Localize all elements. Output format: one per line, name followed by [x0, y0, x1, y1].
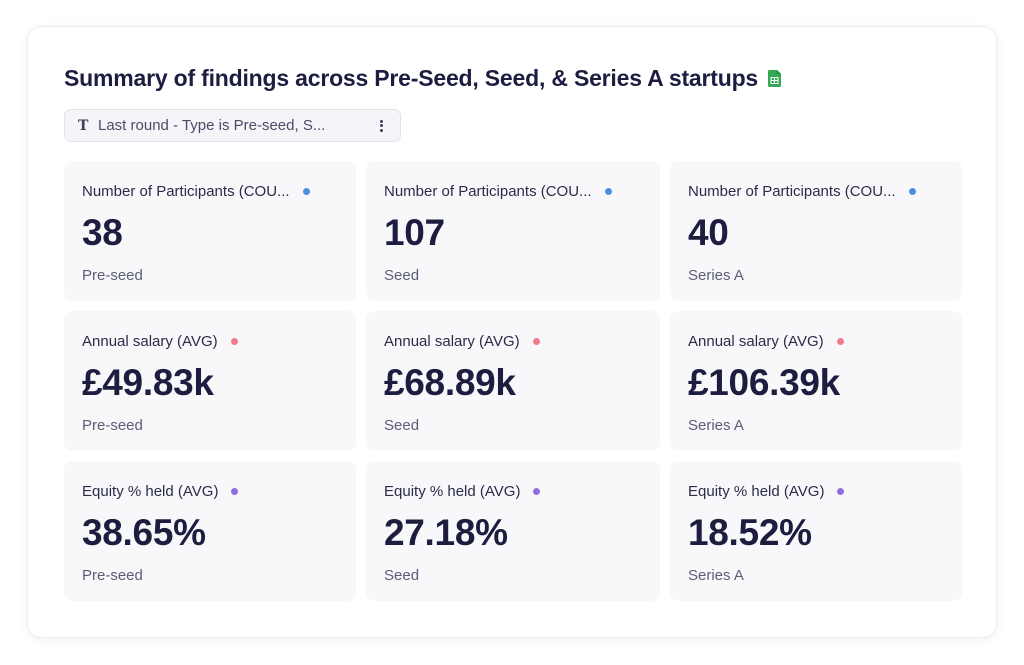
series-dot	[533, 487, 541, 495]
page-title: Summary of findings across Pre-Seed, See…	[64, 65, 759, 91]
filter-label: Last round - Type is Pre-seed, S...	[98, 117, 326, 134]
metric-card[interactable]: Annual salary (AVG) £106.39k Series A	[670, 311, 962, 451]
metric-segment: Pre-seed	[82, 417, 143, 434]
text-type-icon: T	[78, 117, 89, 134]
title-row: Summary of findings across Pre-Seed, See…	[64, 65, 782, 92]
metric-label: Annual salary (AVG)	[82, 332, 218, 350]
metric-card[interactable]: Annual salary (AVG) £49.83k Pre-seed	[64, 311, 356, 451]
summary-card: Summary of findings across Pre-Seed, See…	[27, 26, 997, 638]
kebab-menu-icon[interactable]	[374, 118, 388, 134]
series-dot	[231, 487, 239, 495]
metric-card[interactable]: Number of Participants (COU... 107 Seed	[366, 161, 660, 301]
filter-chip[interactable]: T Last round - Type is Pre-seed, S...	[64, 109, 401, 142]
metric-segment: Seed	[384, 417, 420, 434]
metric-label: Annual salary (AVG)	[688, 332, 824, 350]
metric-segment: Series A	[688, 417, 744, 434]
metric-value: 38	[82, 212, 123, 253]
metric-value: 18.52%	[688, 512, 812, 553]
series-dot	[837, 487, 845, 495]
metric-label: Equity % held (AVG)	[82, 482, 219, 500]
series-dot	[302, 187, 310, 195]
metric-value: £68.89k	[384, 362, 516, 403]
metric-card[interactable]: Equity % held (AVG) 18.52% Series A	[670, 461, 962, 601]
series-dot	[908, 187, 916, 195]
metric-value: 27.18%	[384, 512, 508, 553]
metric-value: £106.39k	[688, 362, 840, 403]
metric-segment: Seed	[384, 267, 420, 284]
metric-label: Number of Participants (COU...	[384, 182, 592, 200]
metric-value: £49.83k	[82, 362, 214, 403]
google-sheets-icon[interactable]	[768, 70, 782, 87]
metric-segment: Pre-seed	[82, 267, 143, 284]
metric-card[interactable]: Number of Participants (COU... 38 Pre-se…	[64, 161, 356, 301]
series-dot	[532, 337, 540, 345]
metric-segment: Series A	[688, 567, 744, 584]
metric-value: 40	[688, 212, 729, 253]
metric-label: Annual salary (AVG)	[384, 332, 520, 350]
series-dot	[836, 337, 844, 345]
metric-card[interactable]: Number of Participants (COU... 40 Series…	[670, 161, 962, 301]
metric-segment: Pre-seed	[82, 567, 143, 584]
metric-card[interactable]: Equity % held (AVG) 38.65% Pre-seed	[64, 461, 356, 601]
metric-card[interactable]: Equity % held (AVG) 27.18% Seed	[366, 461, 660, 601]
metric-label: Number of Participants (COU...	[82, 182, 290, 200]
metric-value: 38.65%	[82, 512, 206, 553]
metric-segment: Series A	[688, 267, 744, 284]
metric-label: Equity % held (AVG)	[688, 482, 825, 500]
series-dot	[604, 187, 612, 195]
metric-segment: Seed	[384, 567, 420, 584]
metric-card[interactable]: Annual salary (AVG) £68.89k Seed	[366, 311, 660, 451]
metrics-grid: Number of Participants (COU... 38 Pre-se…	[64, 161, 962, 601]
metric-label: Equity % held (AVG)	[384, 482, 521, 500]
metric-label: Number of Participants (COU...	[688, 182, 896, 200]
series-dot	[230, 337, 238, 345]
metric-value: 107	[384, 212, 445, 253]
